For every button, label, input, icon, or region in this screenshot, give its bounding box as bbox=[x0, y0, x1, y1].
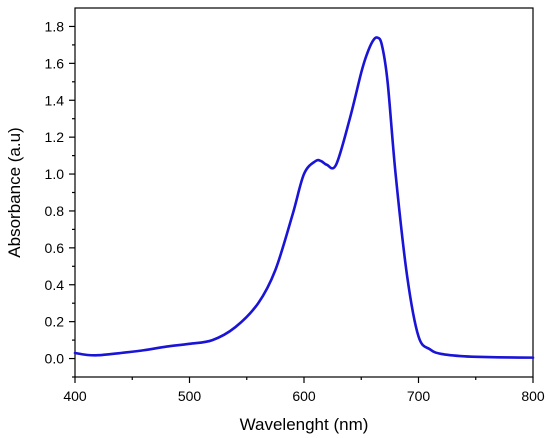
plot-frame bbox=[74, 7, 534, 378]
absorbance-curve bbox=[73, 36, 535, 359]
y-tick-label: 1.4 bbox=[45, 92, 65, 108]
x-tick-label: 600 bbox=[292, 388, 316, 404]
y-tick-label: 0.8 bbox=[45, 203, 65, 219]
y-tick-label: 1.6 bbox=[45, 55, 65, 71]
plot-area bbox=[73, 7, 535, 378]
x-tick-label: 700 bbox=[407, 388, 431, 404]
x-axis-ticks: 400 500 600 700 800 bbox=[63, 377, 545, 404]
x-tick-label: 500 bbox=[178, 388, 202, 404]
y-tick-label: 1.8 bbox=[45, 18, 65, 34]
x-tick-label: 400 bbox=[63, 388, 87, 404]
y-axis-title: Absorbance (a.u) bbox=[5, 127, 24, 257]
y-tick-label: 1.0 bbox=[45, 166, 65, 182]
y-tick-label: 0.6 bbox=[45, 240, 65, 256]
y-tick-label: 0.0 bbox=[45, 351, 65, 367]
x-axis-title: Wavelenght (nm) bbox=[240, 415, 369, 434]
y-axis-ticks: 0.0 0.2 0.4 0.6 0.8 1.0 1.2 1.4 1.6 1.8 bbox=[45, 18, 75, 378]
y-tick-label: 0.4 bbox=[45, 277, 65, 293]
y-tick-label: 1.2 bbox=[45, 129, 65, 145]
x-tick-label: 800 bbox=[521, 388, 545, 404]
y-tick-label: 0.2 bbox=[45, 314, 65, 330]
